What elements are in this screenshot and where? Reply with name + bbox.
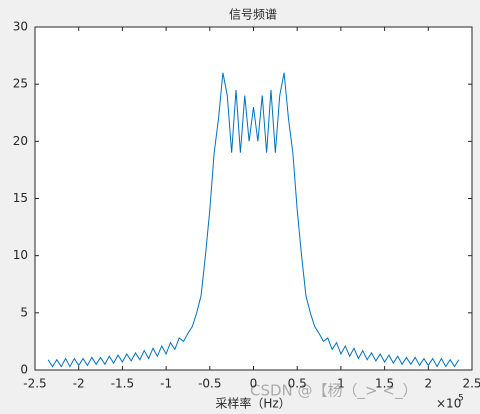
watermark: CSDN @【杨（_> <_） (250, 382, 417, 401)
y-tick-label: 10 (13, 248, 28, 262)
x-axis-label: 采样率（Hz） (215, 396, 290, 411)
x-tick-label: 2.5 (462, 377, 480, 391)
axes-box (34, 26, 473, 371)
x-tick-label: -2.5 (23, 377, 46, 391)
y-tick-label: 15 (13, 191, 28, 205)
y-tick-label: 0 (20, 363, 28, 377)
x-tick-label: -1.5 (111, 377, 134, 391)
x-multiplier-base: ×10 (436, 397, 461, 411)
plot-area (35, 27, 472, 370)
x-tick-label: 1 (337, 377, 345, 391)
y-tick-label: 5 (20, 305, 28, 319)
x-multiplier-exponent: 5 (458, 394, 464, 404)
x-tick-label: -2 (73, 377, 85, 391)
x-tick-label: 0 (250, 377, 258, 391)
y-tick-label: 20 (13, 134, 28, 148)
x-tick-label: -1 (160, 377, 172, 391)
x-tick-label: 1.5 (375, 377, 394, 391)
spectrum-line (47, 72, 460, 368)
x-tick-label: -0.5 (198, 377, 221, 391)
y-tick-label: 25 (13, 77, 28, 91)
y-tick-label: 30 (13, 20, 28, 34)
x-tick-label: 0.5 (288, 377, 307, 391)
chart-title: 信号频谱 (229, 8, 277, 22)
x-tick-label: 2 (424, 377, 432, 391)
